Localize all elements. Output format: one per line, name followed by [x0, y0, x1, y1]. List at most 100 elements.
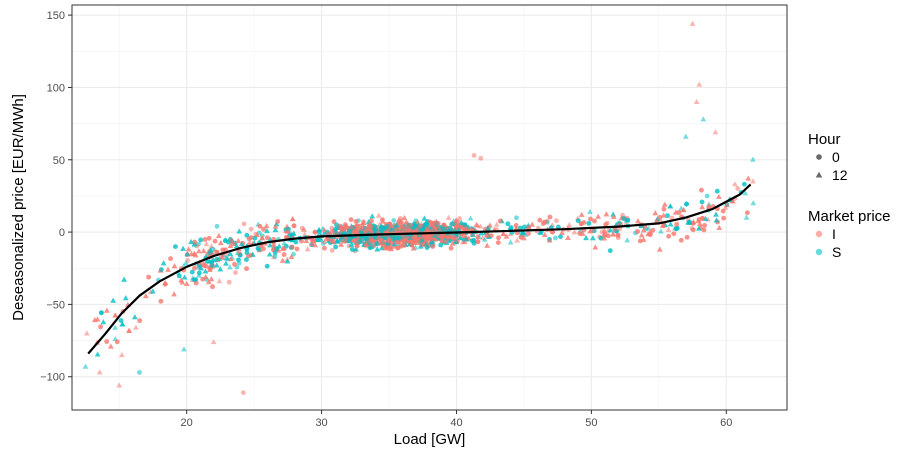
data-point	[321, 238, 328, 244]
data-point	[635, 229, 640, 234]
data-point	[635, 218, 641, 224]
data-point	[442, 238, 449, 244]
data-point	[652, 210, 659, 216]
data-point	[264, 263, 270, 269]
data-point	[514, 215, 519, 221]
data-point	[183, 259, 189, 266]
data-point	[185, 246, 192, 252]
data-point	[236, 257, 241, 263]
data-point	[380, 218, 386, 224]
data-point	[712, 129, 719, 135]
data-point	[198, 237, 204, 243]
data-point	[497, 218, 503, 224]
data-point	[637, 238, 643, 244]
data-point	[526, 225, 532, 230]
data-point	[493, 221, 500, 227]
data-point	[661, 201, 668, 207]
data-point	[724, 201, 730, 208]
data-point	[353, 219, 359, 224]
data-point	[259, 235, 265, 241]
data-point	[383, 228, 390, 234]
data-point	[583, 234, 589, 241]
data-point	[743, 214, 750, 220]
data-point	[209, 263, 215, 269]
data-point	[445, 214, 452, 220]
data-point	[401, 215, 408, 221]
data-point	[354, 240, 359, 245]
data-point	[137, 318, 143, 324]
data-point	[370, 242, 377, 248]
data-point	[214, 223, 220, 229]
data-point	[647, 232, 653, 238]
data-point	[750, 178, 756, 184]
data-point	[665, 213, 670, 218]
data-point	[83, 330, 90, 336]
data-point	[275, 219, 281, 224]
data-point	[449, 240, 456, 246]
data-point	[590, 235, 596, 241]
data-point	[673, 226, 679, 232]
data-point	[518, 234, 524, 240]
data-point	[431, 224, 437, 230]
data-point	[171, 263, 178, 269]
data-point	[373, 235, 379, 241]
data-point	[375, 212, 382, 218]
data-point	[244, 266, 249, 272]
legend-entry-label: I	[832, 226, 836, 242]
data-point	[382, 235, 388, 240]
data-point	[696, 81, 703, 87]
data-point	[173, 244, 178, 249]
data-point	[526, 231, 531, 236]
data-point	[303, 237, 310, 244]
y-tick-label: −100	[40, 372, 65, 384]
data-point	[680, 206, 687, 213]
legend-key	[815, 171, 823, 178]
data-point	[348, 241, 355, 247]
data-point	[284, 258, 291, 264]
data-point	[395, 245, 401, 251]
data-point	[700, 116, 707, 122]
data-point	[546, 237, 553, 243]
data-point	[233, 270, 238, 275]
data-point	[592, 244, 599, 250]
data-point	[196, 248, 202, 254]
data-point	[615, 232, 621, 238]
data-point	[223, 255, 230, 261]
data-point	[518, 225, 523, 231]
data-point	[441, 233, 447, 239]
data-point	[171, 291, 177, 297]
data-point	[607, 227, 614, 233]
fit-line-layer	[87, 183, 752, 355]
data-point	[621, 216, 627, 221]
data-point	[435, 221, 441, 226]
data-point	[333, 244, 339, 250]
data-point	[226, 279, 232, 285]
data-point	[214, 257, 220, 262]
data-point	[444, 236, 450, 241]
data-point	[520, 229, 527, 235]
data-point	[363, 235, 369, 241]
data-point	[249, 251, 256, 257]
y-axis-label: Deseasonalized price [EUR/MWh]	[10, 94, 27, 321]
data-point	[393, 222, 400, 228]
data-point	[730, 198, 736, 204]
data-point	[650, 227, 656, 233]
data-point	[750, 156, 756, 162]
data-point	[94, 351, 101, 357]
data-point	[213, 262, 220, 268]
x-tick-label: 60	[720, 417, 732, 429]
data-point	[158, 267, 164, 273]
data-point	[687, 219, 693, 225]
data-point	[429, 227, 436, 233]
data-point	[92, 316, 98, 323]
data-point	[119, 352, 125, 358]
data-point	[238, 240, 245, 246]
y-tick-label: 0	[59, 227, 65, 239]
data-point	[735, 186, 741, 191]
data-point	[279, 257, 286, 263]
data-point	[334, 238, 341, 244]
data-point	[716, 224, 723, 231]
legend-title: Market price	[808, 208, 891, 225]
data-point	[745, 175, 752, 181]
